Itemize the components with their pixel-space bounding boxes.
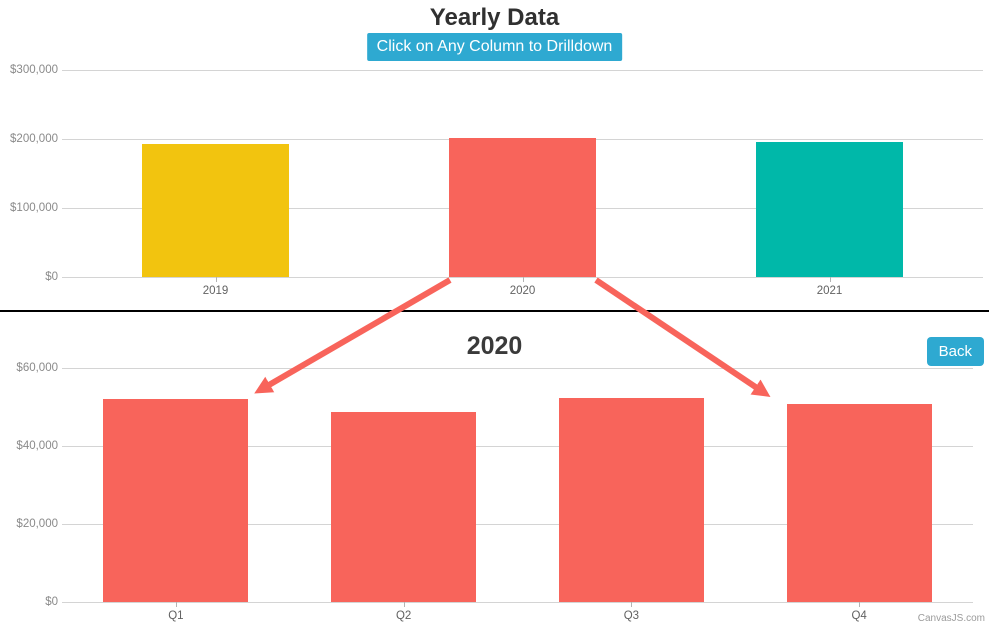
column-Q1 bbox=[103, 399, 249, 602]
back-button[interactable]: Back bbox=[926, 337, 984, 366]
x-axis-tick bbox=[522, 277, 524, 282]
y-axis-tick-label: $0 bbox=[45, 271, 58, 283]
canvasjs-credit-link[interactable]: CanvasJS.com bbox=[917, 613, 985, 624]
x-axis-tick-label: Q1 bbox=[168, 610, 184, 622]
y-gridline bbox=[62, 601, 973, 603]
x-axis-tick-label: Q3 bbox=[623, 610, 640, 622]
x-axis-tick-label: 2019 bbox=[202, 285, 229, 297]
column-Q4 bbox=[786, 404, 932, 602]
x-axis-tick-label: Q4 bbox=[851, 610, 867, 622]
quarterly-chart-title: 2020 bbox=[466, 332, 523, 360]
column-2019[interactable] bbox=[142, 144, 289, 277]
yearly-chart-section: Yearly Data Click on Any Column to Drill… bbox=[0, 0, 989, 312]
column-2021[interactable] bbox=[756, 142, 903, 277]
yearly-chart-title: Yearly Data bbox=[429, 4, 560, 31]
x-axis-tick bbox=[215, 277, 217, 282]
x-axis-tick-label: 2021 bbox=[816, 285, 843, 297]
column-Q2 bbox=[331, 412, 477, 602]
y-axis-tick-label: $200,000 bbox=[10, 133, 58, 145]
y-gridline bbox=[62, 69, 983, 71]
quarterly-chart-section: 2020 Back $0 $20,000 $40,000 $60,000 Q1 Q2 Q3 Q… bbox=[0, 312, 989, 635]
x-axis-tick bbox=[631, 602, 633, 607]
column-2020[interactable] bbox=[449, 138, 596, 277]
x-axis-tick bbox=[829, 277, 831, 282]
yearly-chart-plot-area: $0 $100,000 $200,000 $300,000 2019 2020 2021 bbox=[10, 64, 983, 297]
drilldown-hint-banner: Click on Any Column to Drilldown bbox=[366, 33, 623, 61]
y-axis-tick-label: $40,000 bbox=[16, 440, 58, 452]
y-axis-tick-label: $0 bbox=[45, 596, 58, 608]
y-gridline bbox=[62, 445, 973, 447]
y-gridline bbox=[62, 523, 973, 525]
x-axis-tick bbox=[175, 602, 177, 607]
x-axis-tick bbox=[403, 602, 405, 607]
y-gridline bbox=[62, 367, 973, 369]
x-axis-tick-label: 2020 bbox=[509, 285, 536, 297]
y-axis-tick-label: $60,000 bbox=[16, 362, 58, 374]
y-axis-tick-label: $300,000 bbox=[10, 64, 58, 76]
x-axis-tick bbox=[859, 602, 861, 607]
quarterly-chart-plot-area: $0 $20,000 $40,000 $60,000 Q1 Q2 Q3 Q4 bbox=[16, 362, 973, 622]
x-axis-tick-label: Q2 bbox=[395, 610, 412, 622]
column-Q3 bbox=[558, 398, 704, 602]
y-axis-tick-label: $100,000 bbox=[10, 202, 58, 214]
y-axis-tick-label: $20,000 bbox=[16, 518, 58, 530]
